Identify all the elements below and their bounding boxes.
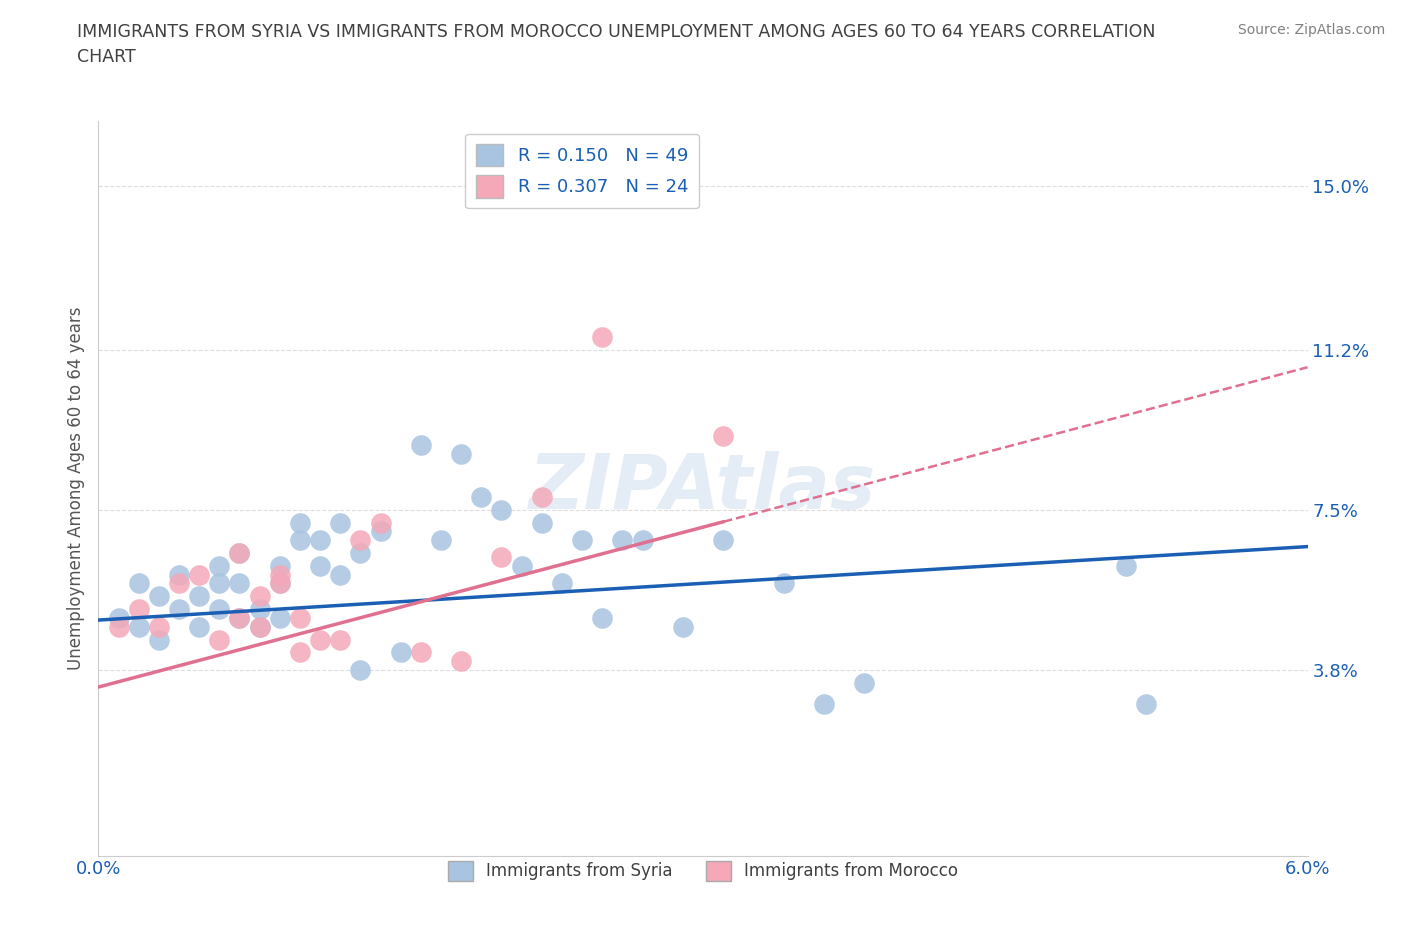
Point bbox=[1135, 697, 1157, 711]
Point bbox=[853, 675, 876, 690]
Point bbox=[389, 645, 412, 660]
Point bbox=[167, 567, 190, 582]
Point bbox=[269, 567, 291, 582]
Point bbox=[208, 559, 231, 574]
Point bbox=[128, 619, 150, 634]
Point bbox=[269, 610, 291, 625]
Point bbox=[711, 533, 734, 548]
Point bbox=[813, 697, 835, 711]
Point bbox=[269, 559, 291, 574]
Point bbox=[309, 632, 332, 647]
Point bbox=[249, 619, 271, 634]
Point bbox=[309, 533, 332, 548]
Point bbox=[491, 502, 513, 517]
Point bbox=[167, 576, 190, 591]
Point bbox=[288, 533, 311, 548]
Point bbox=[228, 576, 250, 591]
Point bbox=[188, 589, 211, 604]
Point bbox=[228, 546, 250, 561]
Point bbox=[107, 619, 129, 634]
Point bbox=[249, 589, 271, 604]
Point bbox=[409, 645, 432, 660]
Point bbox=[370, 515, 392, 530]
Point bbox=[370, 524, 392, 538]
Text: ZIPAtlas: ZIPAtlas bbox=[529, 451, 877, 525]
Point bbox=[591, 610, 613, 625]
Point bbox=[591, 329, 613, 344]
Point bbox=[450, 654, 472, 669]
Point bbox=[430, 533, 453, 548]
Point bbox=[188, 619, 211, 634]
Legend: Immigrants from Syria, Immigrants from Morocco: Immigrants from Syria, Immigrants from M… bbox=[441, 854, 965, 887]
Point bbox=[228, 610, 250, 625]
Point bbox=[349, 546, 371, 561]
Point bbox=[450, 446, 472, 461]
Point bbox=[329, 567, 352, 582]
Point bbox=[128, 576, 150, 591]
Point bbox=[288, 515, 311, 530]
Point bbox=[128, 602, 150, 617]
Point bbox=[208, 632, 231, 647]
Point bbox=[551, 576, 574, 591]
Point bbox=[772, 576, 794, 591]
Point bbox=[530, 515, 553, 530]
Point bbox=[148, 589, 170, 604]
Point bbox=[288, 645, 311, 660]
Point bbox=[167, 602, 190, 617]
Point bbox=[612, 533, 634, 548]
Text: Source: ZipAtlas.com: Source: ZipAtlas.com bbox=[1237, 23, 1385, 37]
Point bbox=[329, 515, 352, 530]
Point bbox=[269, 576, 291, 591]
Point bbox=[672, 619, 695, 634]
Point bbox=[711, 429, 734, 444]
Point bbox=[491, 550, 513, 565]
Point bbox=[510, 559, 533, 574]
Point bbox=[148, 619, 170, 634]
Point bbox=[349, 533, 371, 548]
Point bbox=[228, 546, 250, 561]
Y-axis label: Unemployment Among Ages 60 to 64 years: Unemployment Among Ages 60 to 64 years bbox=[66, 307, 84, 670]
Point bbox=[228, 610, 250, 625]
Point bbox=[249, 619, 271, 634]
Point bbox=[269, 576, 291, 591]
Point bbox=[309, 559, 332, 574]
Point bbox=[208, 602, 231, 617]
Point bbox=[188, 567, 211, 582]
Point bbox=[349, 662, 371, 677]
Point bbox=[530, 489, 553, 504]
Point bbox=[470, 489, 492, 504]
Point bbox=[107, 610, 129, 625]
Point bbox=[208, 576, 231, 591]
Point bbox=[409, 438, 432, 453]
Point bbox=[1115, 559, 1137, 574]
Point bbox=[571, 533, 593, 548]
Text: IMMIGRANTS FROM SYRIA VS IMMIGRANTS FROM MOROCCO UNEMPLOYMENT AMONG AGES 60 TO 6: IMMIGRANTS FROM SYRIA VS IMMIGRANTS FROM… bbox=[77, 23, 1156, 66]
Point bbox=[329, 632, 352, 647]
Point bbox=[631, 533, 654, 548]
Point bbox=[148, 632, 170, 647]
Point bbox=[249, 602, 271, 617]
Point bbox=[288, 610, 311, 625]
